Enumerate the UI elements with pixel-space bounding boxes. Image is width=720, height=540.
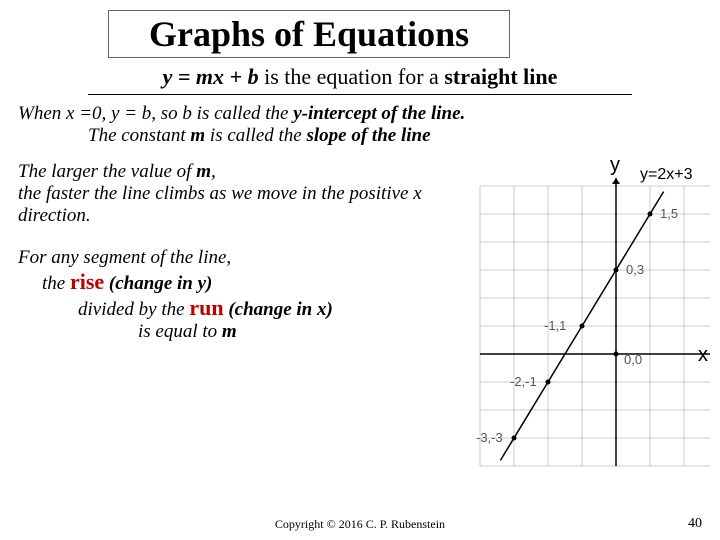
copyright: Copyright © 2016 C. P. Rubenstein: [0, 517, 720, 532]
point-label: 0,3: [626, 262, 644, 277]
paragraph-rise-run: For any segment of the line, the rise (c…: [18, 247, 458, 343]
point-label: 1,5: [660, 206, 678, 221]
point-label: -1,1: [544, 318, 566, 333]
paragraph-intercept: When x =0, y = b, so b is called the y-i…: [18, 103, 702, 147]
footer: Copyright © 2016 C. P. Rubenstein 40: [0, 517, 720, 532]
y-axis-label: y: [610, 154, 620, 177]
x-axis-label: x: [698, 344, 708, 367]
line-graph: y x y=2x+3 -3,-3-2,-1-1,10,00,31,5: [430, 158, 710, 478]
paragraph-slope: The larger the value of m, the faster th…: [18, 161, 438, 227]
equation-line: y = mx + b is the equation for a straigh…: [88, 64, 632, 95]
point-label: 0,0: [624, 352, 642, 367]
point-label: -2,-1: [510, 374, 537, 389]
page-number: 40: [688, 516, 702, 532]
point-label: -3,-3: [476, 430, 503, 445]
equation-label: y=2x+3: [640, 166, 692, 184]
slide-title: Graphs of Equations: [108, 10, 510, 58]
